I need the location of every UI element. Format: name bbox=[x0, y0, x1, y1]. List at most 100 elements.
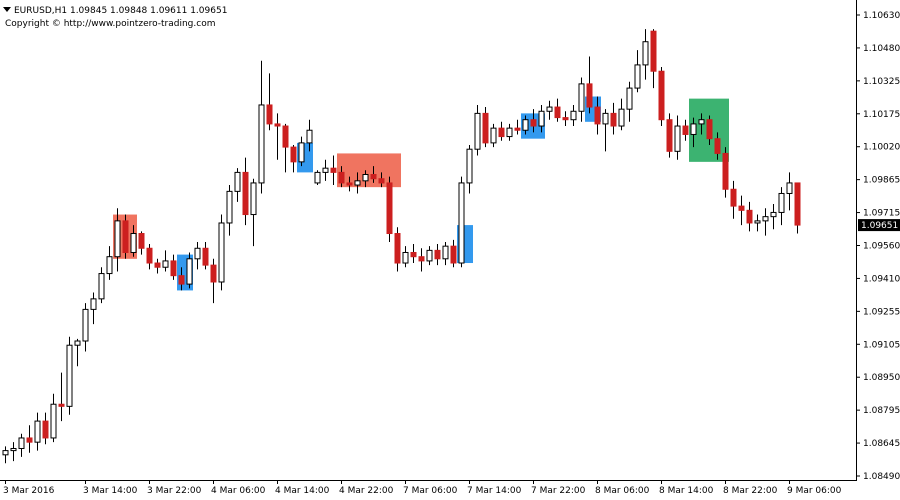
candle bbox=[474, 104, 481, 156]
candle bbox=[402, 246, 409, 268]
candle-body-bear bbox=[138, 233, 145, 249]
candle bbox=[762, 208, 769, 236]
collapse-triangle-icon[interactable] bbox=[3, 7, 11, 12]
candle bbox=[298, 136, 305, 167]
candle bbox=[250, 178, 257, 247]
x-tick-label: 3 Mar 22:00 bbox=[147, 486, 202, 496]
candle-body-bear bbox=[482, 112, 489, 144]
candle-body-bear bbox=[682, 125, 689, 135]
candle bbox=[522, 115, 529, 135]
candle bbox=[394, 227, 401, 272]
candle-body-bear bbox=[330, 167, 337, 173]
candle-body-bull bbox=[506, 127, 513, 138]
candle bbox=[314, 170, 321, 186]
y-tick-label: 1.10020 bbox=[863, 143, 900, 153]
candle bbox=[538, 104, 545, 133]
candle-body-bear bbox=[378, 178, 385, 184]
candle-body-bear bbox=[738, 205, 745, 211]
candle bbox=[186, 252, 193, 289]
candle-body-bull bbox=[402, 251, 409, 264]
candle bbox=[90, 292, 97, 325]
candle bbox=[138, 231, 145, 255]
candle bbox=[666, 113, 673, 158]
time-axis: 3 Mar 2016 3 Mar 14:00 3 Mar 22:00 4 Mar 06… bbox=[3, 480, 842, 496]
candle bbox=[714, 132, 721, 160]
candle-body-bull bbox=[762, 216, 769, 222]
candle bbox=[194, 241, 201, 270]
candle bbox=[586, 56, 593, 114]
candle bbox=[626, 81, 633, 122]
candle-body-bear bbox=[498, 127, 505, 138]
candle bbox=[346, 176, 353, 192]
candle-layer bbox=[2, 29, 801, 464]
candle-body-bull bbox=[226, 190, 233, 224]
candle-body-bull bbox=[130, 233, 137, 253]
candle bbox=[514, 119, 521, 135]
candle-body-bear bbox=[26, 437, 33, 443]
candle-body-bull bbox=[362, 174, 369, 182]
candle bbox=[674, 115, 681, 160]
candle bbox=[730, 180, 737, 219]
candle bbox=[130, 225, 137, 257]
candle-body-bull bbox=[186, 258, 193, 285]
candle bbox=[410, 244, 417, 264]
y-tick-label: 1.08490 bbox=[863, 472, 900, 482]
candle-body-bull bbox=[218, 222, 225, 283]
candle bbox=[226, 185, 233, 236]
x-tick-label: 3 Mar 2016 bbox=[3, 486, 55, 496]
candle bbox=[114, 208, 121, 272]
candle-body-bull bbox=[98, 273, 105, 300]
candle bbox=[178, 267, 185, 291]
candle-body-bull bbox=[34, 420, 41, 443]
candle bbox=[26, 425, 33, 453]
y-tick-label: 1.09255 bbox=[863, 307, 900, 317]
candle-body-bull bbox=[570, 110, 577, 121]
candle bbox=[154, 258, 161, 274]
candle-body-bull bbox=[458, 182, 465, 264]
candle-body-bull bbox=[602, 112, 609, 125]
candle-body-bull bbox=[522, 119, 529, 131]
current-price-label: 1.09651 bbox=[861, 221, 898, 231]
candle-body-bull bbox=[754, 220, 761, 224]
candle-body-bear bbox=[722, 152, 729, 190]
candle bbox=[242, 157, 249, 226]
candle-body-bear bbox=[146, 247, 153, 264]
candle-body-bull bbox=[466, 148, 473, 184]
x-tick-label: 7 Mar 06:00 bbox=[403, 486, 458, 496]
candle bbox=[202, 241, 209, 270]
candle-body-bull bbox=[162, 260, 169, 268]
y-tick-label: 1.09560 bbox=[863, 242, 900, 252]
candle-body-bear bbox=[586, 83, 593, 108]
y-tick-label: 1.10630 bbox=[863, 11, 900, 21]
candle-body-bull bbox=[698, 119, 705, 125]
candle bbox=[50, 393, 57, 443]
current-price-badge bbox=[858, 219, 900, 232]
candle bbox=[682, 119, 689, 141]
candle bbox=[10, 442, 17, 462]
candle-body-bull bbox=[322, 167, 329, 173]
candle bbox=[58, 372, 65, 422]
y-tick-label: 1.08645 bbox=[863, 439, 900, 449]
candle-body-bear bbox=[730, 188, 737, 207]
copyright-text: Copyright © http://www.pointzero-trading… bbox=[5, 19, 215, 29]
candle-body-bull bbox=[490, 127, 497, 144]
candle bbox=[42, 412, 49, 445]
x-tick-label: 4 Mar 22:00 bbox=[339, 486, 394, 496]
x-tick-label: 8 Mar 06:00 bbox=[595, 486, 650, 496]
candle bbox=[122, 214, 129, 259]
candle bbox=[450, 239, 457, 268]
y-tick-label: 1.09865 bbox=[863, 176, 900, 186]
candle-body-bull bbox=[314, 171, 321, 184]
candle bbox=[170, 254, 177, 280]
candle bbox=[386, 176, 393, 242]
candle-body-bear bbox=[794, 182, 801, 226]
candle bbox=[610, 102, 617, 135]
candle bbox=[18, 433, 25, 457]
candle-body-bear bbox=[706, 119, 713, 140]
candle bbox=[370, 166, 377, 183]
candle-body-bull bbox=[106, 256, 113, 275]
candle-body-bear bbox=[554, 106, 561, 119]
candle-body-bull bbox=[618, 108, 625, 127]
candle-body-bear bbox=[202, 247, 209, 266]
